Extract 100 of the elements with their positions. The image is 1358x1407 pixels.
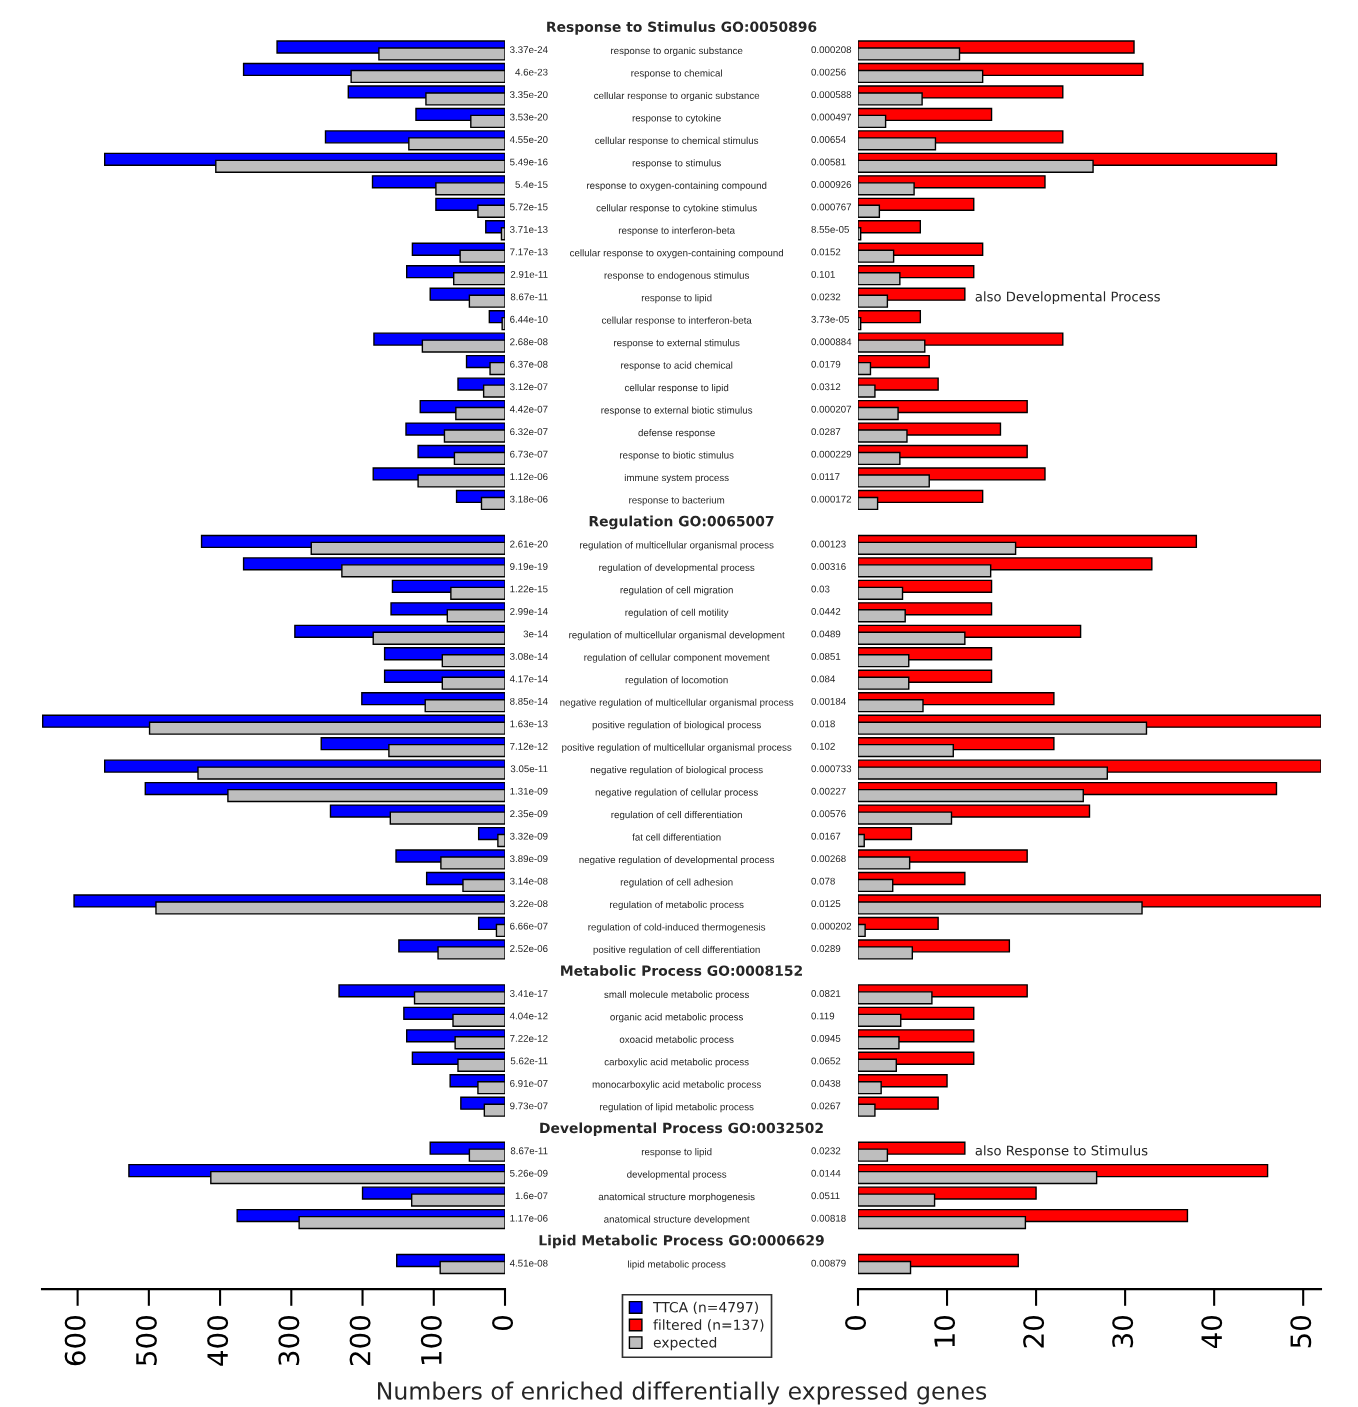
text: 8.67e-11 <box>510 1147 548 1155</box>
text: 0.00576 <box>811 810 846 818</box>
text: 0.0652 <box>811 1057 841 1065</box>
text: 0.0144 <box>811 1169 841 1177</box>
legend-label: TTCA (n=4797) <box>652 1301 758 1315</box>
y-tick-label: monocarboxylic acid metabolic process <box>592 1080 761 1090</box>
y-tick-label: cellular response to interferon-beta <box>601 316 752 326</box>
y-tick-label: regulation of cell differentiation <box>611 811 742 821</box>
y-tick-label: anatomical structure morphogenesis <box>598 1193 755 1203</box>
text: 0.00227 <box>811 787 846 795</box>
text: 2.35e-09 <box>510 810 548 818</box>
text: 6.32e-07 <box>510 428 548 436</box>
text: Metabolic Process GO:0008152 <box>561 965 802 976</box>
text: 0.000208 <box>811 46 852 54</box>
text: 4.04e-12 <box>509 1012 548 1020</box>
text: 0.000926 <box>811 181 852 188</box>
y-tick-label: response to external stimulus <box>614 339 740 349</box>
legend-label: expected <box>653 1336 717 1351</box>
x-tick-label: 400 <box>207 1315 229 1366</box>
text: 2.52e-06 <box>510 945 548 952</box>
x-tick-label: 600 <box>64 1315 86 1366</box>
text: 0.0117 <box>811 473 840 481</box>
text: 0.00818 <box>811 1214 846 1222</box>
text: 3.37e-24 <box>509 46 548 54</box>
y-tick-label: response to endogenous stimulus <box>604 271 749 281</box>
text: 3.18e-06 <box>509 495 548 503</box>
text: 5.26e-09 <box>510 1169 548 1177</box>
y-tick-label: regulation of cellular component movement <box>584 653 770 663</box>
text: 2.99e-14 <box>510 608 548 615</box>
y-tick-label: cellular response to chemical stimulus <box>595 136 759 146</box>
text: 0.078 <box>811 877 835 885</box>
y-tick-label: organic acid metabolic process <box>610 1013 744 1023</box>
text: 5.62e-11 <box>510 1057 548 1065</box>
text: 0.0152 <box>811 248 841 256</box>
y-tick-label: negative regulation of developmental process <box>579 855 775 866</box>
text: 0.00268 <box>811 855 846 863</box>
text: 0.00581 <box>811 158 846 166</box>
text: 7.17e-13 <box>510 248 548 256</box>
text: 9.73e-07 <box>510 1102 548 1110</box>
text: 1.17e-06 <box>510 1214 548 1222</box>
text: 3.12e-07 <box>509 383 548 391</box>
y-tick-label: oxoacid metabolic process <box>619 1035 734 1045</box>
text: 3.41e-17 <box>509 990 548 997</box>
x-tick-label: 0 <box>845 1315 867 1330</box>
y-tick-label: positive regulation of cell differentiation <box>593 945 760 955</box>
text: 3.32e-09 <box>509 832 548 840</box>
y-tick-label: regulation of locomotion <box>625 676 728 686</box>
text: 8.55e-05 <box>811 225 849 233</box>
y-tick-label: cellular response to lipid <box>624 384 729 394</box>
text: 0.00184 <box>811 697 846 705</box>
annotation: also Response to Stimulus <box>975 1145 1148 1159</box>
text: 0.0851 <box>811 652 841 660</box>
x-axis-title: Numbers of enriched differentially expressed genes <box>378 1381 987 1405</box>
y-tick-label: response to lipid <box>641 1148 712 1158</box>
text: 0.018 <box>811 720 835 728</box>
y-tick-label: response to stimulus <box>632 159 721 169</box>
text: Response to Stimulus GO:0050896 <box>547 21 817 35</box>
y-tick-label: regulation of cell adhesion <box>620 878 733 888</box>
text: 3.89e-09 <box>509 855 548 863</box>
text: 1.6e-07 <box>515 1192 548 1200</box>
text: 3e-14 <box>523 630 548 638</box>
x-tick-label: 300 <box>278 1315 300 1366</box>
text: 0.00256 <box>811 68 846 76</box>
text: 4.17e-14 <box>509 675 548 683</box>
text: 0.0312 <box>811 383 841 391</box>
x-tick-label: 40 <box>1201 1315 1223 1349</box>
y-tick-label: response to acid chemical <box>621 361 733 371</box>
y-tick-label: small molecule metabolic process <box>604 990 749 1000</box>
text: 0.000497 <box>811 113 852 121</box>
text: 5.49e-16 <box>510 158 548 166</box>
text: 1.12e-06 <box>510 473 548 481</box>
text: 3.35e-20 <box>509 91 548 99</box>
y-tick-label: regulation of multicellular organismal development <box>569 631 785 641</box>
text: 3.53e-20 <box>509 113 548 121</box>
text: 6.91e-07 <box>510 1079 548 1087</box>
y-tick-label: carboxylic acid metabolic process <box>604 1058 749 1068</box>
annotation: also Developmental Process <box>975 291 1160 305</box>
y-tick-label: regulation of metabolic process <box>610 900 744 910</box>
text: 6.66e-07 <box>510 922 548 930</box>
text: 4.42e-07 <box>509 405 548 413</box>
x-tick-label: 50 <box>1290 1315 1312 1348</box>
y-tick-label: regulation of lipid metabolic process <box>600 1103 754 1113</box>
text: 9.19e-19 <box>510 563 548 570</box>
text: 6.44e-10 <box>510 315 548 323</box>
text: 6.37e-08 <box>510 360 548 368</box>
y-tick-label: developmental process <box>627 1170 727 1180</box>
x-tick-label: 100 <box>420 1315 442 1365</box>
text: 0.00654 <box>811 136 846 143</box>
y-tick-label: response to cytokine <box>632 114 721 124</box>
y-tick-label: positive regulation of multicellular organismal process <box>562 743 792 753</box>
x-tick-label: 20 <box>1023 1315 1045 1348</box>
y-tick-label: cellular response to oxygen-containing compound <box>570 249 784 259</box>
text: 4.6e-23 <box>515 68 548 76</box>
y-tick-label: regulation of developmental process <box>599 563 755 573</box>
text: 3.22e-08 <box>509 900 548 908</box>
x-tick-label: 0 <box>492 1315 514 1330</box>
text: 2.68e-08 <box>510 338 548 346</box>
text: 3.73e-05 <box>811 315 849 323</box>
text: 0.084 <box>811 675 836 683</box>
text: 0.0511 <box>811 1192 840 1200</box>
